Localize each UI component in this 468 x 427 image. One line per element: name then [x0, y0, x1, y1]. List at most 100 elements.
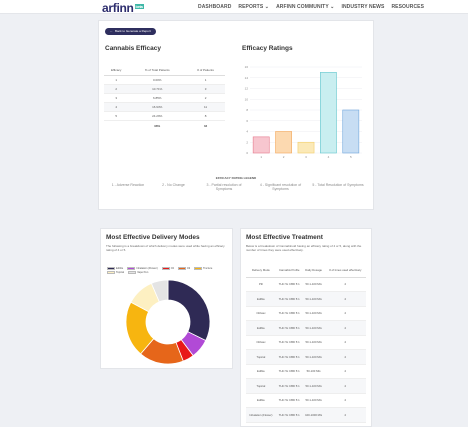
table-cell: THC 5x CBD 5:1: [275, 364, 303, 379]
table-cell: 50.1-100 MG: [302, 393, 325, 408]
delivery-legend: Edible Inhalation (Flower) Oil Oil Tincture T…: [107, 267, 227, 274]
legend-swatch: [177, 267, 186, 270]
back-button-label: Back to Generate a Report: [115, 29, 151, 33]
table-cell: 50.1-100 MG: [302, 306, 325, 321]
legend-item: 2 - No Change: [162, 183, 185, 187]
legend-label: Topical: [116, 271, 125, 274]
table-cell: 50-100 MG: [302, 364, 325, 379]
table-row: Oil/wax THC 5x CBD 5:1 50.1-100 MG 2: [246, 306, 366, 321]
table-cell: 2: [324, 378, 366, 394]
table-cell: Topical: [246, 349, 276, 365]
legend-item[interactable]: Inhalation (Flower): [127, 267, 158, 270]
y-tick-label: 12: [245, 87, 249, 91]
pie-slice: [167, 279, 211, 342]
col-daily-dosage: Daily Dosage: [302, 263, 325, 278]
treatment-desc: Below is a breakdown of Cannabinoid havi…: [246, 244, 362, 252]
arrow-left-icon: ←: [110, 29, 113, 33]
legend-label: Tincture: [203, 267, 213, 270]
top-navbar: arfinn beta DASHBOARD REPORTS ⌄ ARFINN CO…: [0, 0, 468, 15]
table-row: Oil/wax THC 5x CBD 5:1 50.1-100 MG 2: [246, 335, 366, 350]
bar: [297, 141, 315, 154]
col-cannabis-profile: Cannabis Profile: [275, 263, 303, 278]
table-cell: 2: [324, 364, 366, 379]
nav-industry-news[interactable]: INDUSTRY NEWS: [341, 4, 385, 10]
efficacy-legend: 1 - Adverse Reaction 2 - No Change 3 - P…: [100, 183, 372, 191]
nav-dashboard[interactable]: DASHBOARD: [198, 4, 232, 10]
cannabis-efficacy-title: Cannabis Efficacy: [105, 45, 161, 52]
table-cell: Oil/wax: [246, 335, 276, 350]
table-cell: Edible: [246, 291, 276, 307]
table-cell: 50.1-100 MG: [302, 378, 325, 394]
table-row: 4 16.93% 11: [104, 102, 225, 113]
arfinn-logo[interactable]: arfinn beta: [102, 1, 144, 15]
efficacy-table: Efficacy % of Total Patients # of Patien…: [104, 66, 225, 130]
col-times-effective: # of times used effectively: [324, 263, 366, 278]
nav-resources[interactable]: RESOURCES: [391, 4, 425, 10]
table-cell: 2: [324, 320, 366, 336]
table-total-row: 98% 33: [154, 123, 208, 128]
table-cell: THC 5x CBD 5:1: [275, 277, 303, 292]
back-to-report-button[interactable]: ← Back to Generate a Report: [105, 28, 156, 35]
table-cell: THC 5x CBD 5:1: [275, 349, 303, 365]
legend-swatch: [194, 267, 203, 270]
legend-swatch: [107, 271, 115, 274]
table-row: Edible THC 5x CBD 5:1 50.1-100 MG 2: [246, 291, 366, 307]
table-row: Topical THC 5x CBD 5:1 50.1-100 MG 2: [246, 349, 366, 365]
table-row: Edible THC 5x CBD 5:1 50.1-100 MG 2: [246, 320, 366, 336]
legend-item[interactable]: Oil: [161, 267, 174, 270]
legend-item: 1 - Adverse Reaction: [111, 183, 145, 187]
legend-item[interactable]: Vape Pen: [128, 271, 148, 274]
legend-swatch: [127, 267, 136, 270]
table-row: Vape PenTHC 5x CBD 5:150.1-100 MG2: [246, 422, 366, 427]
table-row: Edible THC 5x CBD 5:1 50-100 MG 2: [246, 364, 366, 379]
nav-reports[interactable]: REPORTS ⌄: [238, 4, 270, 10]
x-tick-label: 4: [328, 155, 330, 159]
table-cell: Oil/wax: [246, 306, 276, 321]
main-menu: DASHBOARD REPORTS ⌄ ARFINN COMMUNITY ⌄ I…: [198, 4, 424, 10]
legend-item[interactable]: Edible: [107, 267, 123, 270]
legend-item: 4 - Significant resolution of Symptoms: [259, 183, 302, 191]
table-cell: THC 5x CBD 5:1: [275, 378, 303, 394]
table-cell: 2: [324, 393, 366, 408]
legend-item[interactable]: Tincture: [194, 267, 212, 270]
y-tick-label: 0: [246, 151, 248, 155]
table-cell: Edible: [246, 364, 276, 379]
x-tick-label: 1: [260, 155, 262, 159]
table-row: Pill THC 5x CBD 5:1 50.1-100 MG 2: [246, 277, 366, 292]
legend-label: Oil: [186, 267, 191, 270]
table-cell: 100-1000 MG: [302, 407, 325, 423]
bar: [320, 72, 337, 154]
table-cell: THC 5x CBD 5:1: [275, 407, 303, 423]
table-cell: Vape Pen: [246, 422, 276, 427]
y-tick-label: 6: [246, 119, 248, 123]
table-cell: THC 5x CBD 5:1: [275, 422, 303, 427]
col-efficacy: Efficacy: [104, 66, 129, 76]
table-cell: THC 5x CBD 5:1: [275, 335, 303, 350]
legend-item[interactable]: Topical: [107, 271, 124, 274]
nav-community[interactable]: ARFINN COMMUNITY ⌄: [276, 4, 335, 10]
delivery-donut-chart: [125, 279, 211, 365]
table-cell: Edible: [246, 320, 276, 336]
y-tick-label: 2: [246, 140, 248, 144]
efficacy-ratings-title: Efficacy Ratings: [242, 45, 293, 52]
table-row: 2 10.71% 3: [104, 84, 225, 94]
table-cell: THC 5x CBD 5:1: [275, 320, 303, 336]
legend-swatch: [128, 271, 137, 274]
table-cell: 50.1-100 MG: [302, 291, 325, 307]
table-cell: 50.1-100 MG: [302, 320, 325, 336]
bar: [252, 136, 270, 154]
table-cell: 50.1-100 MG: [302, 335, 325, 350]
y-tick-label: 8: [246, 108, 248, 112]
bar: [275, 131, 292, 154]
legend-label: Oil: [170, 267, 174, 270]
table-cell: 2: [324, 335, 366, 350]
col-percent-patients: % of Total Patients: [128, 66, 187, 76]
table-cell: Pill: [246, 277, 276, 292]
table-row: 3 6.85% 2: [104, 93, 225, 104]
col-num-patients: # of Patients: [186, 66, 225, 76]
delivery-modes-card: Most Effective Delivery Modes The follow…: [100, 228, 233, 369]
legend-item[interactable]: Oil: [177, 267, 191, 270]
table-row: 1 0.00% 1: [104, 75, 225, 85]
table-cell: 50.1-100 MG: [302, 422, 325, 427]
